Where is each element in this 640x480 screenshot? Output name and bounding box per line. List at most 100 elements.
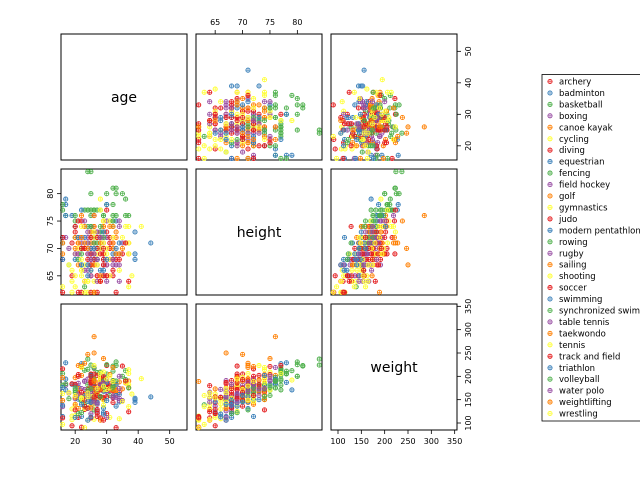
point-synchronized-swimming [201,133,207,139]
point-weightlifting [85,245,91,251]
point-track-and-field [366,136,372,143]
variable-label-weight: weight [370,360,418,376]
point-weightlifting [110,364,116,371]
point-triathlon [113,245,119,251]
point-soccer [369,256,376,262]
point-judo [207,383,213,389]
point-wrestling [362,284,369,290]
point-table-tennis [229,381,235,387]
point-rowing [382,191,388,197]
point-wrestling [110,378,116,385]
point-wrestling [94,385,100,392]
point-synchronized-swimming [66,396,72,402]
point-basketball [278,376,284,382]
point-gymnastics [201,155,207,161]
point-triathlon [223,136,229,143]
point-water-polo [82,378,88,384]
point-tennis [119,234,125,241]
point-rowing [113,191,119,197]
tick-label-height-75: 75 [265,18,275,27]
point-weightlifting [82,240,88,246]
point-cycling [349,146,355,152]
point-volleyball [104,191,110,197]
point-track-and-field [91,394,97,400]
point-triathlon [229,402,235,408]
point-weightlifting [421,124,427,130]
point-swimming [395,202,401,208]
legend-label: rowing [559,238,588,248]
point-water-polo [382,99,388,105]
point-wrestling [245,114,251,121]
point-rowing [300,363,306,369]
point-track-and-field [72,223,78,230]
point-sailing [256,377,262,383]
point-wrestling [365,130,371,136]
point-cycling [349,267,355,273]
point-volleyball [272,143,278,149]
legend-label: wrestling [559,410,598,420]
point-fencing [91,207,97,213]
point-volleyball [393,191,399,197]
point-cycling [116,416,122,422]
point-water-polo [85,251,91,257]
point-volleyball [272,385,278,391]
point-shooting [234,89,240,95]
legend-label: volleyball [559,375,600,385]
point-volleyball [294,362,300,368]
point-wrestling [379,251,385,257]
point-triathlon [223,130,229,136]
legend-marker-shooting [547,273,553,279]
point-shooting [376,223,382,230]
point-shooting [379,77,385,83]
point-triathlon [354,262,360,268]
point-cycling [339,99,345,105]
point-wrestling [256,363,262,369]
point-synchronized-swimming [359,149,365,155]
point-water-polo [256,392,262,399]
point-diving [113,425,119,431]
point-volleyball [368,207,374,213]
point-table-tennis [245,389,251,395]
point-track-and-field [341,289,348,295]
point-shooting [126,251,132,257]
point-swimming [72,414,78,420]
point-volleyball [384,202,391,208]
point-water-polo [91,399,97,405]
point-volleyball [393,111,399,117]
point-swimming [104,202,110,208]
point-water-polo [97,234,103,241]
point-volleyball [272,89,278,95]
legend-marker-soccer [547,285,553,291]
point-volleyball [377,213,384,219]
point-track-and-field [94,410,100,416]
point-diving [69,423,75,429]
point-equestrian [229,83,235,89]
point-badminton [250,413,257,420]
point-taekwondo [72,245,78,251]
variable-label-age: age [111,90,137,106]
point-swimming [368,196,374,202]
point-rowing [113,359,119,365]
point-equestrian [116,240,122,246]
point-wrestling [360,136,366,143]
point-diving [330,102,336,108]
point-tennis [278,370,284,377]
point-synchronized-swimming [78,251,85,257]
point-table-tennis [229,105,235,111]
point-wrestling [94,262,100,268]
point-volleyball [370,218,377,224]
legend-label: rugby [559,249,584,259]
point-shooting [138,223,144,230]
point-judo [218,105,224,111]
legend-marker-weightlifting [547,399,553,405]
point-track-and-field [250,373,257,379]
tick-label-weight-300: 300 [424,437,439,446]
point-cycling [116,267,122,273]
tick-label-weight-300: 300 [464,322,473,337]
point-canoe-kayak [272,136,278,143]
legend-label: triathlon [559,364,595,374]
point-diving [332,273,338,279]
point-wrestling [379,111,385,117]
legend-label: cycling [559,135,589,145]
